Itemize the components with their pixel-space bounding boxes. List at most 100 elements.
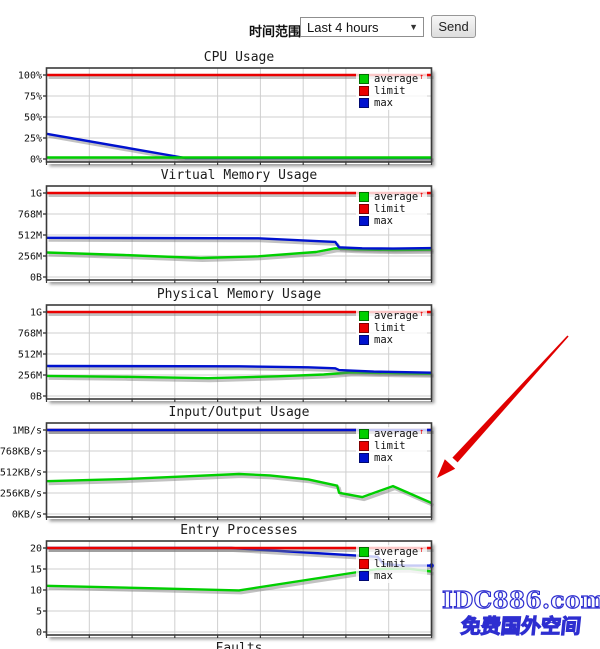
red-swatch-icon	[359, 204, 369, 214]
blue-swatch-icon	[359, 453, 369, 463]
legend-sup-mark: ↑	[419, 71, 425, 81]
legend-item-limit: limit	[359, 85, 424, 97]
chart-title-faults: Faults	[215, 641, 263, 649]
legend: average ↑ limit max	[356, 426, 428, 465]
legend-item-max: max	[359, 452, 424, 464]
red-arrow-shaft	[452, 335, 569, 463]
y-tick-label: 0%	[30, 155, 42, 166]
y-tick-label: 25%	[24, 134, 42, 145]
y-tick-label: 10	[30, 586, 42, 597]
chevron-down-icon: ▼	[409, 22, 418, 32]
legend-label: max	[374, 452, 393, 464]
legend-item-average: average ↑	[359, 189, 425, 203]
y-tick-label: 1G	[30, 189, 42, 200]
y-tick-label: 256M	[18, 371, 42, 382]
legend-label: limit	[374, 322, 406, 334]
y-tick-label: 50%	[24, 113, 42, 124]
chart-virtual-memory-usage: Virtual Memory Usage 1G 768M 512M 256M 0B aver…	[0, 168, 434, 285]
legend-item-average: average ↑	[359, 71, 425, 85]
chart-title: Entry Processes	[180, 523, 298, 538]
legend-item-max: max	[359, 570, 424, 582]
y-tick-label: 0KB/s	[12, 510, 42, 521]
legend-sup-mark: ↑	[419, 426, 425, 436]
time-range-select[interactable]: Last 4 hours ▼	[300, 17, 424, 37]
legend-label: average	[374, 73, 419, 85]
red-arrow-head	[437, 459, 456, 478]
chart-input-output-usage: Input/Output Usage 1MB/s 768KB/s 512KB/s 256…	[0, 405, 434, 522]
watermark-slogan: 免费国外空间	[459, 613, 583, 638]
y-tick-label: 512M	[18, 350, 42, 361]
legend-item-limit: limit	[359, 440, 424, 452]
y-tick-label: 512M	[18, 231, 42, 242]
legend-label: average	[374, 546, 419, 558]
chart-title: Physical Memory Usage	[156, 287, 322, 302]
legend-label: average	[374, 191, 419, 203]
blue-swatch-icon	[359, 98, 369, 108]
send-button[interactable]: Send	[431, 15, 476, 38]
legend-label: average	[374, 310, 419, 322]
legend-item-average: average ↑	[359, 308, 425, 322]
blue-swatch-icon	[359, 216, 369, 226]
legend: average ↑ limit max	[356, 544, 428, 583]
legend-label: limit	[374, 558, 406, 570]
legend-sup-mark: ↑	[419, 544, 425, 554]
legend-item-average: average ↑	[359, 426, 425, 440]
legend-label: average	[374, 428, 419, 440]
chart-entry-processes: Entry Processes 20 15 10 5 0 average ↑ limit max	[0, 523, 434, 640]
legend-label: limit	[374, 440, 406, 452]
y-tick-label: 256KB/s	[0, 489, 42, 500]
y-tick-label: 0B	[30, 392, 42, 403]
y-tick-label: 256M	[18, 252, 42, 263]
chart-title: Input/Output Usage	[168, 405, 310, 420]
chart-title: CPU Usage	[203, 50, 275, 65]
time-range-header: 时间范围: Last 4 hours ▼ Send	[0, 0, 600, 46]
red-swatch-icon	[359, 86, 369, 96]
y-tick-label: 0	[36, 628, 42, 639]
green-swatch-icon	[359, 311, 369, 321]
red-swatch-icon	[359, 323, 369, 333]
legend-label: max	[374, 334, 393, 346]
time-range-label: 时间范围:	[249, 24, 306, 39]
time-range-selected-value: Last 4 hours	[307, 20, 379, 35]
chart-physical-memory-usage: Physical Memory Usage 1G 768M 512M 256M 0B ave…	[0, 287, 434, 404]
green-swatch-icon	[359, 74, 369, 84]
y-tick-label: 768M	[18, 329, 42, 340]
green-swatch-icon	[359, 192, 369, 202]
watermark: IDC886.com 免费国外空间	[441, 587, 600, 639]
watermark-domain: IDC886.com	[441, 587, 600, 614]
y-tick-label: 15	[30, 565, 42, 576]
y-tick-label: 768M	[18, 210, 42, 221]
chart-cpu-usage: CPU Usage 100% 75% 50% 25% 0% average ↑ limit max	[0, 50, 434, 167]
legend-item-max: max	[359, 334, 424, 346]
chart-plot: 100% 75% 50% 25% 0%	[18, 67, 434, 166]
legend-label: max	[374, 97, 393, 109]
y-tick-label: 100%	[18, 71, 42, 82]
y-tick-label: 75%	[24, 92, 42, 103]
y-tick-label: 5	[36, 607, 42, 618]
legend-item-limit: limit	[359, 203, 424, 215]
chart-title: Virtual Memory Usage	[160, 168, 318, 183]
legend-item-average: average ↑	[359, 544, 425, 558]
y-tick-label: 20	[30, 544, 42, 555]
y-tick-label: 768KB/s	[0, 447, 42, 458]
legend-label: limit	[374, 85, 406, 97]
y-tick-label: 512KB/s	[0, 468, 42, 479]
y-tick-label: 1G	[30, 308, 42, 319]
y-tick-label: 0B	[30, 273, 42, 284]
legend-item-limit: limit	[359, 322, 424, 334]
legend: average ↑ limit max	[356, 308, 428, 347]
legend-label: max	[374, 570, 393, 582]
legend-sup-mark: ↑	[419, 308, 425, 318]
legend-item-max: max	[359, 97, 424, 109]
green-swatch-icon	[359, 429, 369, 439]
legend-item-max: max	[359, 215, 424, 227]
legend: average ↑ limit max	[356, 71, 428, 110]
legend-label: max	[374, 215, 393, 227]
green-swatch-icon	[359, 547, 369, 557]
red-swatch-icon	[359, 559, 369, 569]
legend-sup-mark: ↑	[419, 189, 425, 199]
legend: average ↑ limit max	[356, 189, 428, 228]
y-tick-label: 1MB/s	[12, 426, 42, 437]
blue-swatch-icon	[359, 571, 369, 581]
